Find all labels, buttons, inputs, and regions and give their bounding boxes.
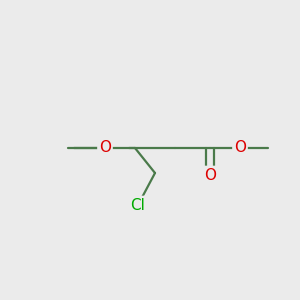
Text: O: O bbox=[99, 140, 111, 155]
Text: O: O bbox=[204, 167, 216, 182]
Text: Cl: Cl bbox=[130, 197, 146, 212]
Text: O: O bbox=[234, 140, 246, 155]
